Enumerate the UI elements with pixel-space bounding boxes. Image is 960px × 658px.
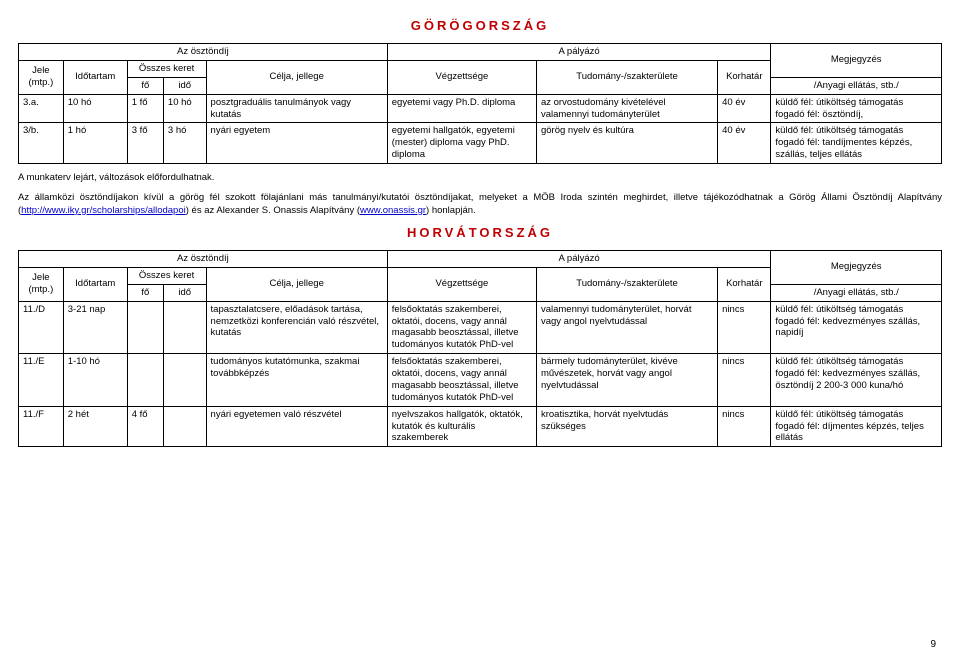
cell-jele: 11./E (19, 354, 64, 407)
cell-meg: küldő fél: útiköltség támogatás fogadó f… (771, 123, 942, 164)
cell-ido (163, 406, 206, 447)
table-row: 3.a.10 hó1 fő10 hóposztgraduális tanulmá… (19, 94, 942, 123)
cell-idotartam: 2 hét (63, 406, 127, 447)
cell-jele: 11./D (19, 301, 64, 354)
cell-korhatar: nincs (718, 301, 771, 354)
cell-korhatar: nincs (718, 354, 771, 407)
cell-tud: kroatisztika, horvát nyelvtudás szüksége… (536, 406, 717, 447)
th-tud: Tudomány-/szakterülete (536, 60, 717, 94)
th-veg: Végzettsége (387, 267, 536, 301)
cell-ido: 3 hó (163, 123, 206, 164)
th-fo: fő (127, 284, 163, 301)
cell-idotartam: 10 hó (63, 94, 127, 123)
cell-fo: 1 fő (127, 94, 163, 123)
th-palyazo: A pályázó (387, 44, 771, 61)
th-ido: idő (163, 77, 206, 94)
info-paragraph: Az államközi ösztöndíjakon kívül a görög… (18, 192, 942, 217)
cell-ido (163, 354, 206, 407)
cell-celja: tapasztalatcsere, előadások tartása, nem… (206, 301, 387, 354)
th-veg: Végzettsége (387, 60, 536, 94)
th-celja: Célja, jellege (206, 267, 387, 301)
cell-veg: felsőoktatás szakemberei, oktatói, docen… (387, 301, 536, 354)
cell-celja: nyári egyetemen való részvétel (206, 406, 387, 447)
cell-idotartam: 1 hó (63, 123, 127, 164)
cell-korhatar: 40 év (718, 94, 771, 123)
cell-ido (163, 301, 206, 354)
cell-jele: 3/b. (19, 123, 64, 164)
th-osszes: Összes keret (127, 267, 206, 284)
th-palyazo: A pályázó (387, 251, 771, 268)
table-croatia: Az ösztöndíj A pályázó Megjegyzés Jele (… (18, 250, 942, 447)
cell-korhatar: 40 év (718, 123, 771, 164)
table-greece: Az ösztöndíj A pályázó Megjegyzés Jele (… (18, 43, 942, 164)
th-osztondij: Az ösztöndíj (19, 251, 388, 268)
th-megjegyzes: Megjegyzés (771, 44, 942, 78)
cell-jele: 3.a. (19, 94, 64, 123)
th-osztondij: Az ösztöndíj (19, 44, 388, 61)
th-megjegyzes: Megjegyzés (771, 251, 942, 285)
p-part3: ) honlapján. (426, 205, 476, 216)
th-idotartam: Időtartam (63, 60, 127, 94)
cell-tud: bármely tudományterület, kivéve művészet… (536, 354, 717, 407)
link-iky[interactable]: http://www.iky.gr/scholarships/allodapoi (21, 205, 186, 216)
p-part2: ) és az Alexander S. Onassis Alapítvány … (186, 205, 360, 216)
table-row: 3/b.1 hó3 fő3 hónyári egyetemegyetemi ha… (19, 123, 942, 164)
cell-veg: egyetemi vagy Ph.D. diploma (387, 94, 536, 123)
link-onassis[interactable]: www.onassis.gr (360, 205, 426, 216)
cell-veg: nyelvszakos hallgatók, oktatók, kutatók … (387, 406, 536, 447)
country-title-greece: GÖRÖGORSZÁG (18, 18, 942, 33)
cell-idotartam: 3-21 nap (63, 301, 127, 354)
cell-fo (127, 354, 163, 407)
th-ido: idő (163, 284, 206, 301)
cell-fo: 3 fő (127, 123, 163, 164)
cell-tud: görög nyelv és kultúra (536, 123, 717, 164)
table-row: 11./F2 hét4 fő nyári egyetemen való részv… (19, 406, 942, 447)
cell-idotartam: 1-10 hó (63, 354, 127, 407)
cell-ido: 10 hó (163, 94, 206, 123)
cell-korhatar: nincs (718, 406, 771, 447)
table-row: 11./E1-10 hó tudományos kutatómunka, szak… (19, 354, 942, 407)
th-tud: Tudomány-/szakterülete (536, 267, 717, 301)
th-osszes: Összes keret (127, 60, 206, 77)
th-idotartam: Időtartam (63, 267, 127, 301)
cell-veg: felsőoktatás szakemberei, oktatói, docen… (387, 354, 536, 407)
th-fo: fő (127, 77, 163, 94)
th-celja: Célja, jellege (206, 60, 387, 94)
cell-meg: küldő fél: útiköltség támogatás fogadó f… (771, 301, 942, 354)
cell-meg: küldő fél: útiköltség támogatás fogadó f… (771, 354, 942, 407)
cell-tud: valamennyi tudományterület, horvát vagy … (536, 301, 717, 354)
cell-celja: tudományos kutatómunka, szakmai továbbké… (206, 354, 387, 407)
cell-fo (127, 301, 163, 354)
cell-meg: küldő fél: útiköltség támogatás fogadó f… (771, 406, 942, 447)
country-title-croatia: HORVÁTORSZÁG (18, 225, 942, 240)
cell-meg: küldő fél: útiköltség támogatás fogadó f… (771, 94, 942, 123)
cell-celja: nyári egyetem (206, 123, 387, 164)
cell-celja: posztgraduális tanulmányok vagy kutatás (206, 94, 387, 123)
cell-fo: 4 fő (127, 406, 163, 447)
th-anyagi: /Anyagi ellátás, stb./ (771, 284, 942, 301)
th-kor: Korhatár (718, 60, 771, 94)
cell-jele: 11./F (19, 406, 64, 447)
note-text: A munkaterv lejárt, változások előfordul… (18, 172, 942, 184)
th-jele: Jele (mtp.) (19, 267, 64, 301)
cell-tud: az orvostudomány kivételével valamennyi … (536, 94, 717, 123)
cell-veg: egyetemi hallgatók, egyetemi (mester) di… (387, 123, 536, 164)
table-row: 11./D3-21 nap tapasztalatcsere, előadások… (19, 301, 942, 354)
th-anyagi: /Anyagi ellátás, stb./ (771, 77, 942, 94)
th-jele: Jele (mtp.) (19, 60, 64, 94)
th-kor: Korhatár (718, 267, 771, 301)
page-number: 9 (930, 639, 936, 650)
